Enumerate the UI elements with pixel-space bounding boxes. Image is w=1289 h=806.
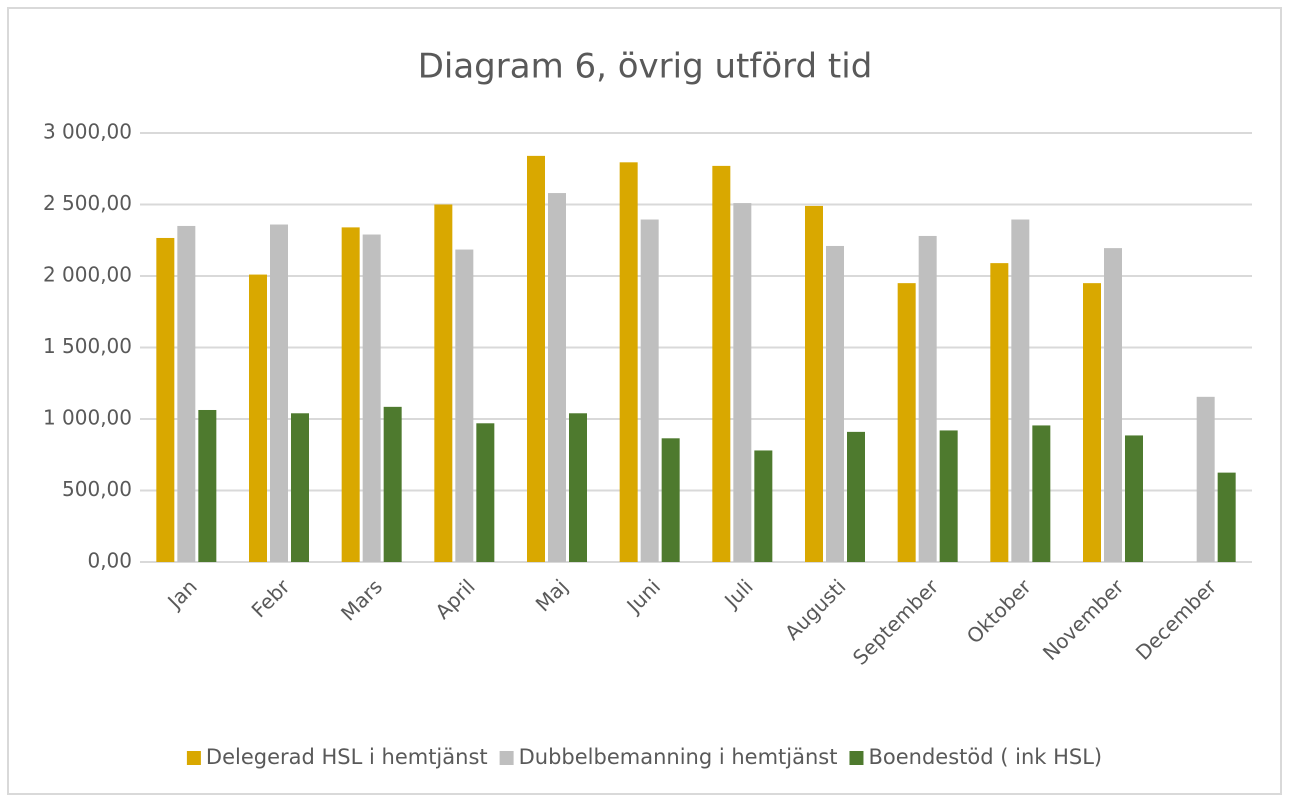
bar xyxy=(548,193,566,562)
bar xyxy=(527,155,545,562)
bar xyxy=(341,227,360,562)
bar xyxy=(177,225,196,562)
bar xyxy=(897,283,916,562)
y-tick-label: 3 000,00 xyxy=(43,120,132,144)
bar xyxy=(362,234,381,562)
legend-label: Delegerad HSL i hemtjänst xyxy=(206,745,488,769)
bar xyxy=(1011,219,1030,562)
bar xyxy=(712,165,731,562)
y-tick-label: 1 500,00 xyxy=(43,334,132,358)
bar xyxy=(476,423,495,562)
bar xyxy=(1083,283,1101,562)
bar xyxy=(805,205,823,562)
bar xyxy=(270,224,288,562)
bar xyxy=(847,431,865,562)
bar xyxy=(1217,472,1236,562)
bar xyxy=(826,245,844,562)
bar xyxy=(1125,435,1143,562)
legend-swatch xyxy=(849,751,864,765)
bar xyxy=(434,204,453,562)
bar xyxy=(1196,396,1215,562)
bar xyxy=(1032,425,1051,562)
bar xyxy=(249,274,267,562)
bar xyxy=(156,237,175,562)
chart-title: Diagram 6, övrig utförd tid xyxy=(418,47,873,87)
y-tick-label: 500,00 xyxy=(62,477,132,501)
bar xyxy=(990,263,1009,562)
legend-swatch xyxy=(499,751,514,765)
bar xyxy=(619,162,638,562)
y-tick-label: 1 000,00 xyxy=(43,406,132,430)
bar xyxy=(733,203,752,562)
bar xyxy=(198,409,217,562)
y-tick-label: 2 000,00 xyxy=(43,263,132,287)
bar xyxy=(1104,248,1122,563)
bar xyxy=(291,413,309,562)
y-tick-label: 2 500,00 xyxy=(43,191,132,215)
bar xyxy=(754,450,773,562)
bar xyxy=(383,406,402,562)
legend-label: Boendestöd ( ink HSL) xyxy=(868,745,1102,769)
y-tick-label: 0,00 xyxy=(87,549,132,573)
bar xyxy=(455,249,474,563)
legend-swatch xyxy=(186,751,201,765)
legend: Delegerad HSL i hemtjänst Dubbelbemanning… xyxy=(186,745,1102,769)
legend-label: Dubbelbemanning i hemtjänst xyxy=(519,745,838,769)
bar xyxy=(661,438,680,562)
bar xyxy=(918,235,937,562)
bar xyxy=(569,413,587,562)
bar xyxy=(939,430,958,562)
bar xyxy=(640,219,659,562)
